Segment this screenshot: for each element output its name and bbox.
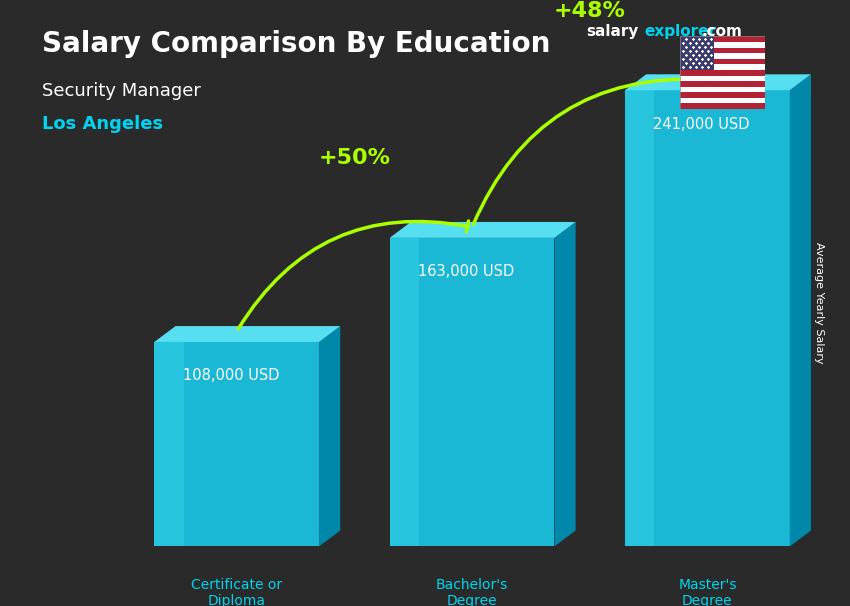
Polygon shape: [155, 342, 184, 547]
Bar: [680, 92, 765, 98]
Bar: [680, 42, 765, 47]
Bar: [680, 87, 765, 92]
Polygon shape: [389, 222, 575, 238]
Text: 163,000 USD: 163,000 USD: [418, 264, 514, 279]
Bar: [680, 36, 714, 70]
Polygon shape: [155, 342, 319, 547]
Polygon shape: [625, 75, 811, 90]
Polygon shape: [389, 238, 419, 547]
Text: .com: .com: [701, 24, 742, 39]
Text: +50%: +50%: [319, 148, 390, 168]
Polygon shape: [790, 75, 811, 547]
Text: Los Angeles: Los Angeles: [42, 115, 163, 133]
Bar: [680, 64, 765, 70]
Polygon shape: [155, 326, 340, 342]
Text: Average Yearly Salary: Average Yearly Salary: [814, 242, 824, 364]
Text: Master's
Degree: Master's Degree: [678, 578, 737, 606]
Polygon shape: [319, 326, 340, 547]
Bar: [680, 76, 765, 81]
Bar: [680, 81, 765, 87]
Polygon shape: [554, 222, 575, 547]
Bar: [680, 70, 765, 76]
Text: Security Manager: Security Manager: [42, 82, 201, 100]
Polygon shape: [625, 90, 790, 547]
Bar: [680, 98, 765, 104]
Text: explorer: explorer: [644, 24, 717, 39]
Text: +48%: +48%: [554, 1, 626, 21]
Text: salary: salary: [586, 24, 639, 39]
Polygon shape: [389, 238, 554, 547]
Text: Certificate or
Diploma: Certificate or Diploma: [191, 578, 282, 606]
Text: Bachelor's
Degree: Bachelor's Degree: [436, 578, 508, 606]
Bar: [680, 53, 765, 59]
Bar: [680, 47, 765, 53]
Text: Salary Comparison By Education: Salary Comparison By Education: [42, 30, 551, 58]
Bar: [680, 36, 765, 42]
Text: 241,000 USD: 241,000 USD: [654, 117, 750, 132]
Bar: [680, 104, 765, 109]
Bar: [680, 59, 765, 64]
Text: 108,000 USD: 108,000 USD: [183, 368, 279, 384]
Polygon shape: [625, 90, 654, 547]
